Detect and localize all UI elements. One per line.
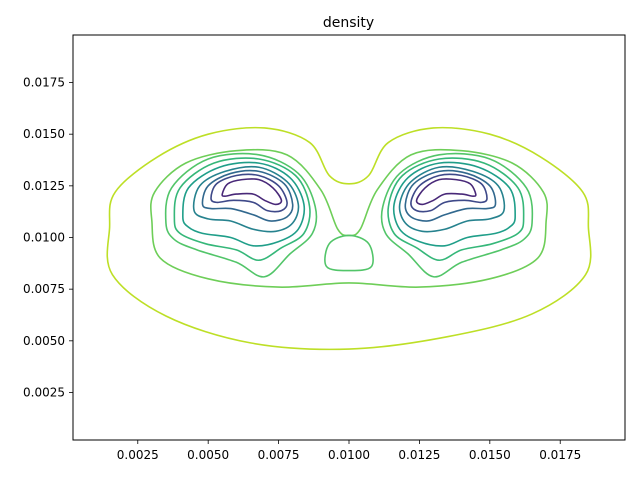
contour-level-5-line-1 bbox=[398, 165, 506, 233]
x-tick-label-1: 0.0050 bbox=[187, 448, 229, 462]
y-tick-label-2: 0.0075 bbox=[23, 282, 65, 296]
x-tick-label-3: 0.0100 bbox=[328, 448, 370, 462]
contour-level-6-line-1 bbox=[404, 169, 497, 222]
y-tick-label-0: 0.0025 bbox=[23, 385, 65, 399]
contour-level-0-line-0 bbox=[106, 126, 592, 351]
chart-title: density bbox=[323, 15, 374, 31]
contour-level-6-line-0 bbox=[201, 169, 294, 222]
axes-frame bbox=[72, 34, 626, 441]
contour-level-8-line-1 bbox=[415, 178, 477, 206]
y-tick-label-5: 0.0150 bbox=[23, 127, 65, 141]
contour-level-1-line-0 bbox=[150, 148, 548, 288]
contour-level-4-line-1 bbox=[392, 161, 516, 247]
contour-level-2-line-0 bbox=[164, 152, 318, 278]
contour-level-3-line-0 bbox=[173, 157, 311, 262]
x-tick-label-5: 0.0150 bbox=[469, 448, 511, 462]
contour-level-4-line-0 bbox=[182, 161, 306, 247]
contour-level-5-line-0 bbox=[192, 165, 300, 233]
x-axis: 0.0025 0.0050 0.0075 0.0100 0.0125 0.0150 0.01… bbox=[117, 440, 581, 462]
x-tick-label-0: 0.0025 bbox=[117, 448, 159, 462]
contour-level-2-line-1 bbox=[380, 152, 534, 278]
y-tick-label-6: 0.0175 bbox=[23, 76, 65, 90]
contour-level-7-line-1 bbox=[410, 173, 488, 213]
y-tick-label-3: 0.0100 bbox=[23, 231, 65, 245]
x-tick-label-2: 0.0075 bbox=[258, 448, 300, 462]
contour-level-8-line-0 bbox=[221, 178, 283, 206]
contour-level-3-line-1 bbox=[387, 157, 525, 262]
contour-level-7-line-0 bbox=[210, 173, 288, 213]
contour-layer bbox=[106, 126, 592, 351]
x-tick-label-4: 0.0125 bbox=[398, 448, 440, 462]
y-tick-label-1: 0.0050 bbox=[23, 334, 65, 348]
y-axis: 0.0025 0.0050 0.0075 0.0100 0.0125 0.0150 0.01… bbox=[23, 76, 73, 399]
y-tick-label-4: 0.0125 bbox=[23, 179, 65, 193]
x-tick-label-6: 0.0175 bbox=[539, 448, 581, 462]
contour-level-2-center-loop bbox=[324, 234, 374, 272]
